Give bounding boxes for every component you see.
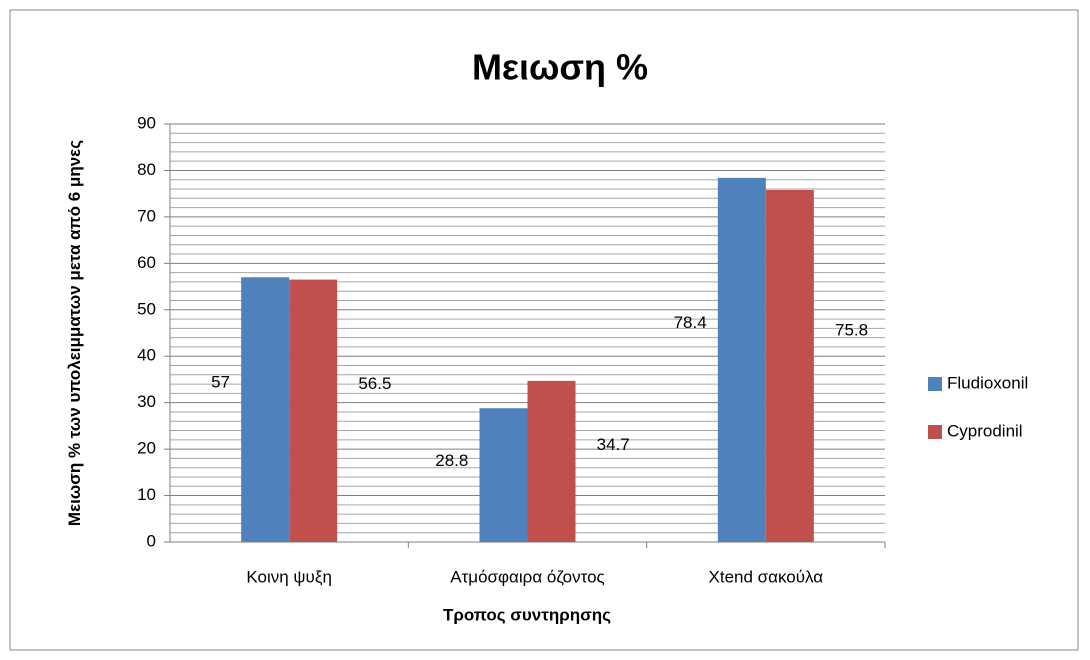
legend-label: Cyprodinil bbox=[947, 421, 1023, 440]
bar bbox=[765, 189, 814, 542]
chart-title: Μειωση % bbox=[472, 47, 648, 88]
y-tick-label: 50 bbox=[137, 299, 156, 318]
data-label: 56.5 bbox=[358, 374, 391, 393]
legend-label: Fludioxonil bbox=[947, 373, 1028, 392]
x-tick-label: Ατμόσφαιρα όζοντος bbox=[450, 567, 605, 586]
legend-swatch bbox=[928, 425, 942, 439]
chart-border bbox=[9, 9, 1079, 651]
x-axis-title: Τροπος συντηρησης bbox=[443, 605, 611, 624]
data-label: 57 bbox=[211, 373, 230, 392]
y-tick-label: 10 bbox=[137, 485, 156, 504]
data-label: 75.8 bbox=[835, 320, 868, 339]
y-tick-label: 0 bbox=[147, 531, 156, 550]
y-tick-label: 70 bbox=[137, 206, 156, 225]
y-tick-label: 40 bbox=[137, 346, 156, 365]
bar bbox=[289, 279, 338, 542]
data-label: 78.4 bbox=[674, 313, 707, 332]
data-label: 28.8 bbox=[435, 451, 468, 470]
y-tick-label: 60 bbox=[137, 253, 156, 272]
bar bbox=[241, 277, 290, 542]
y-tick-label: 20 bbox=[137, 439, 156, 458]
bar bbox=[527, 380, 576, 542]
x-tick-label: Κοινη ψυξη bbox=[246, 567, 332, 586]
y-tick-label: 30 bbox=[137, 392, 156, 411]
x-tick-label: Xtend σακούλα bbox=[709, 567, 824, 586]
y-axis-title: Μειωση % των υπολειμματων μετα από 6 μην… bbox=[65, 139, 84, 527]
bar bbox=[717, 177, 766, 542]
data-label: 34.7 bbox=[597, 435, 630, 454]
y-tick-label: 90 bbox=[137, 113, 156, 132]
legend-swatch bbox=[928, 377, 942, 391]
y-tick-label: 80 bbox=[137, 160, 156, 179]
bar bbox=[479, 408, 528, 542]
